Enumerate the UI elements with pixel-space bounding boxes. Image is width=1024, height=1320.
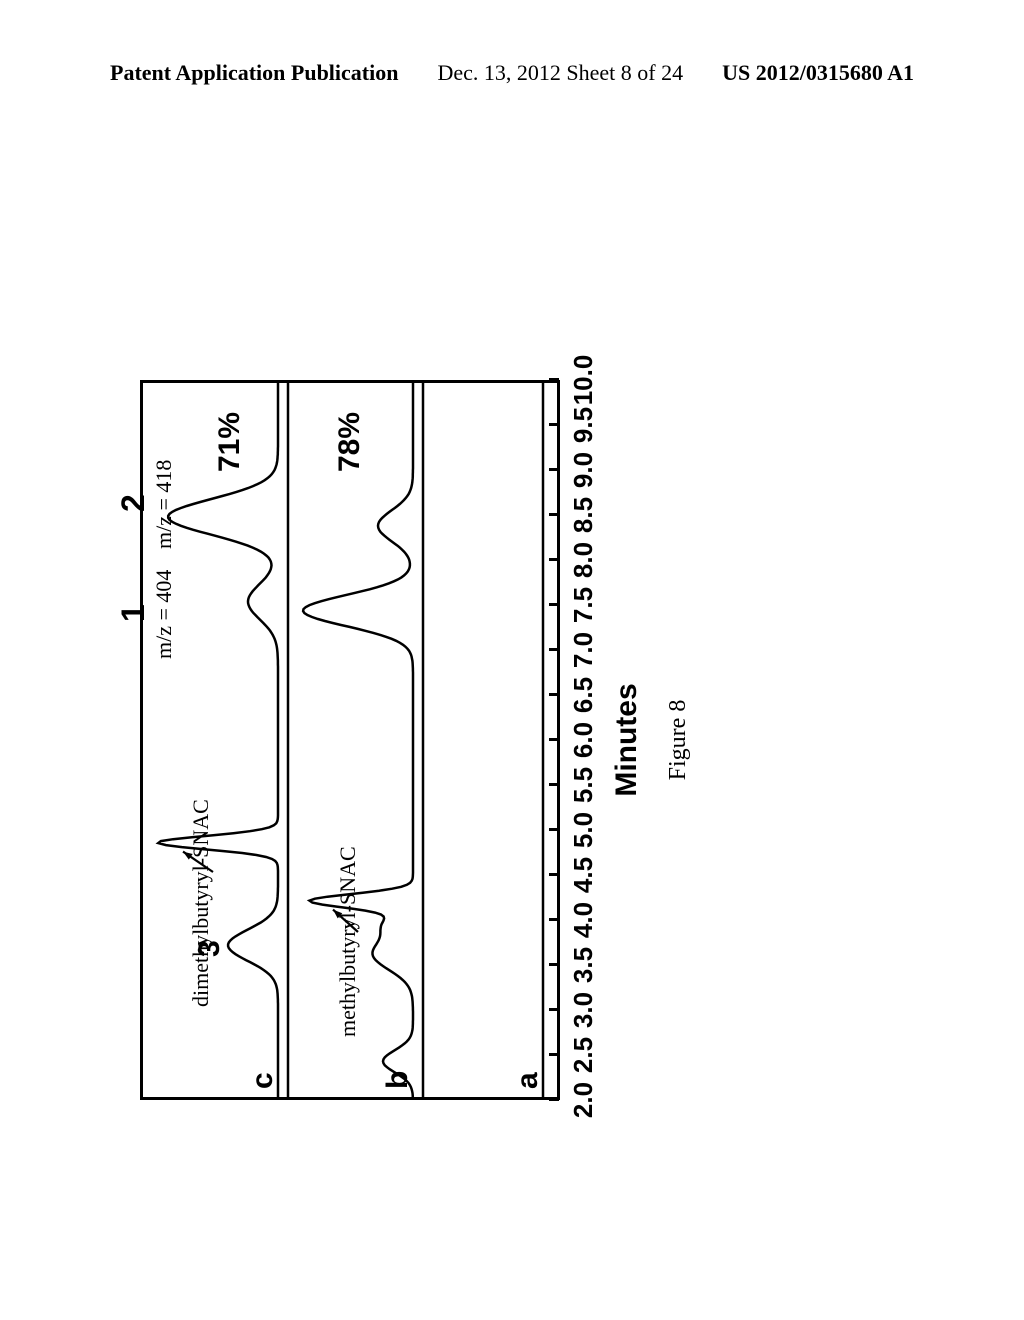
x-tick-label: 4.5 <box>568 857 599 893</box>
figure-inner: a b c 3 1 m/z = 404 2 m/z = 418 dimethyl… <box>110 160 730 1160</box>
x-tick-label: 3.5 <box>568 947 599 983</box>
x-tick-label: 8.5 <box>568 497 599 533</box>
peak-2-num: 2 <box>115 494 152 512</box>
x-tick-label: 3.0 <box>568 992 599 1028</box>
x-tick-label: 5.0 <box>568 812 599 848</box>
x-tick-label: 4.0 <box>568 902 599 938</box>
percent-b: 78% <box>333 412 367 472</box>
x-tick-mark <box>549 559 559 562</box>
label-dimethylbutyryl-snac: dimethylbutyryl-SNAC <box>188 799 214 1007</box>
x-tick-mark <box>549 1099 559 1102</box>
peak-1-mz: m/z = 404 <box>151 570 177 659</box>
x-tick-label: 8.0 <box>568 542 599 578</box>
x-tick-mark <box>549 874 559 877</box>
header-mid: Dec. 13, 2012 Sheet 8 of 24 <box>437 60 683 86</box>
x-tick-mark <box>549 1009 559 1012</box>
x-tick-mark <box>549 379 559 382</box>
x-axis-title: Minutes <box>610 380 644 1100</box>
percent-c: 71% <box>213 412 247 472</box>
x-tick-mark <box>549 604 559 607</box>
peak-2-mz: m/z = 418 <box>151 460 177 549</box>
x-tick-mark <box>549 469 559 472</box>
x-tick-mark <box>549 424 559 427</box>
trace-label-c: c <box>246 1072 280 1089</box>
header-left: Patent Application Publication <box>110 60 398 86</box>
x-tick-label: 7.0 <box>568 632 599 668</box>
label-methylbutyryl-snac: methylbutyryl-SNAC <box>335 846 361 1037</box>
x-tick-mark <box>549 514 559 517</box>
x-tick-mark <box>549 919 559 922</box>
x-tick-label: 2.0 <box>568 1082 599 1118</box>
x-tick-label: 2.5 <box>568 1037 599 1073</box>
x-tick-label: 7.5 <box>568 587 599 623</box>
x-tick-label: 10.0 <box>568 355 599 406</box>
x-tick-mark <box>549 739 559 742</box>
x-axis: 2.02.53.03.54.04.55.05.56.06.57.07.58.08… <box>562 380 602 1100</box>
x-tick-label: 5.5 <box>568 767 599 803</box>
x-tick-mark <box>549 694 559 697</box>
x-tick-mark <box>549 1054 559 1057</box>
x-tick-mark <box>549 784 559 787</box>
figure-rotated-container: a b c 3 1 m/z = 404 2 m/z = 418 dimethyl… <box>110 160 730 1160</box>
x-tick-label: 6.5 <box>568 677 599 713</box>
trace-label-a: a <box>511 1072 545 1089</box>
trace-label-b: b <box>381 1071 415 1089</box>
x-tick-mark <box>549 649 559 652</box>
page-header: Patent Application Publication Dec. 13, … <box>0 60 1024 86</box>
x-tick-label: 6.0 <box>568 722 599 758</box>
header-right: US 2012/0315680 A1 <box>722 60 914 86</box>
x-tick-label: 9.0 <box>568 452 599 488</box>
peak-1-num: 1 <box>115 604 152 622</box>
figure-caption: Figure 8 <box>665 380 692 1100</box>
x-tick-mark <box>549 964 559 967</box>
x-tick-label: 9.5 <box>568 407 599 443</box>
x-tick-mark <box>549 829 559 832</box>
plot-frame: a b c 3 1 m/z = 404 2 m/z = 418 dimethyl… <box>140 380 560 1100</box>
